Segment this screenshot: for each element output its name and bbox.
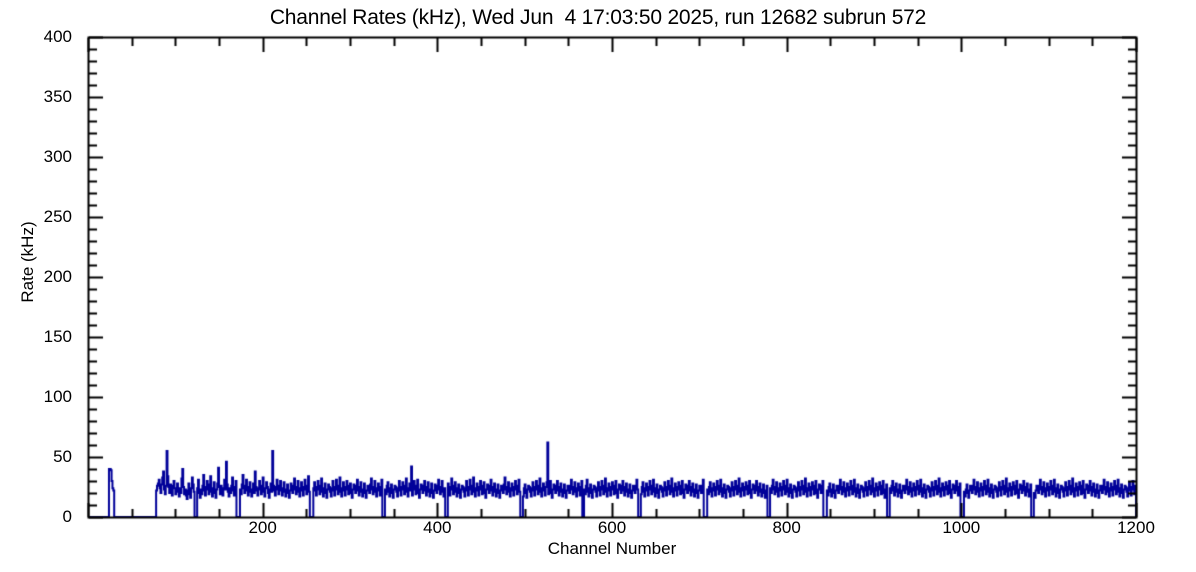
y-axis-tick-label: 150 (0, 327, 80, 347)
y-axis-tick-label-text: 200 (43, 267, 72, 286)
y-axis-tick-label-text: 350 (43, 87, 72, 106)
x-axis-tick-label-text: 1000 (942, 518, 981, 537)
x-axis-tick-label: 200 (213, 518, 313, 538)
y-axis-tick-label-text: 150 (43, 327, 72, 346)
x-axis-tick-label-text: 200 (248, 518, 277, 537)
y-axis-tick-label: 100 (0, 387, 80, 407)
x-axis-tick-label: 400 (387, 518, 487, 538)
y-axis-tick-label-text: 250 (43, 207, 72, 226)
y-axis-tick-label-text: 50 (53, 447, 72, 466)
y-axis-tick-label: 50 (0, 447, 80, 467)
y-axis-tick-label: 400 (0, 27, 80, 47)
x-axis-tick-label: 800 (737, 518, 837, 538)
y-axis-tick-label-text: 0 (62, 507, 72, 526)
y-axis-tick-label: 200 (0, 267, 80, 287)
x-axis-tick-label: 600 (562, 518, 662, 538)
y-axis-tick-label-text: 100 (43, 387, 72, 406)
chart-title: Channel Rates (kHz), Wed Jun 4 17:03:50 … (269, 6, 927, 29)
y-axis-tick-label: 350 (0, 87, 80, 107)
x-axis-tick-label-text: 1200 (1117, 518, 1155, 537)
y-axis-tick-label-text: 300 (43, 147, 72, 166)
x-axis-tick-label: 1200 (1086, 518, 1186, 538)
y-axis-tick-label: 250 (0, 207, 80, 227)
y-axis-tick-label: 0 (0, 507, 80, 527)
x-axis-title: Channel Number (547, 539, 677, 558)
x-axis-tick-label: 1000 (911, 518, 1011, 538)
y-axis-tick-label-text: 400 (43, 27, 72, 46)
y-axis-tick-label: 300 (0, 147, 80, 167)
x-axis-tick-label-text: 800 (772, 518, 801, 537)
x-axis-tick-label-text: 600 (597, 518, 627, 537)
x-axis-tick-label-text: 400 (423, 518, 452, 537)
